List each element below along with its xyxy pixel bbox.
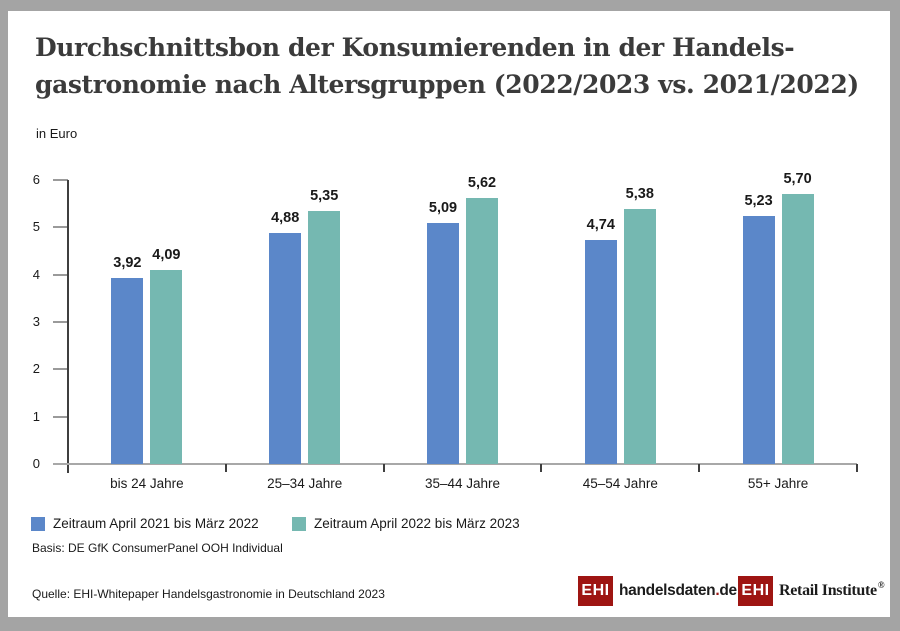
bar-value-label: 4,74 — [586, 216, 615, 233]
bar-value-label: 4,09 — [152, 247, 181, 264]
chart-card: Durchschnittsbon der Konsumierenden in d… — [8, 11, 890, 617]
legend-item-2022-2023: Zeitraum April 2022 bis März 2023 — [292, 516, 520, 531]
y-axis-tick-label: 4 — [32, 266, 40, 282]
legend-label: Zeitraum April 2021 bis März 2022 — [53, 516, 259, 531]
x-axis-tick — [698, 464, 701, 472]
bar-period2 — [466, 197, 498, 464]
x-axis-category-label: 35–44 Jahre — [424, 476, 501, 491]
y-axis-tick — [53, 226, 68, 229]
bar-period1 — [742, 216, 775, 464]
y-axis-tick-label: 3 — [32, 314, 40, 329]
x-axis-category-label: 55+ Jahre — [747, 476, 809, 491]
x-axis-tick — [224, 464, 227, 472]
y-axis-tick — [53, 415, 68, 418]
y-axis-tick-label: 2 — [32, 361, 40, 377]
bar-period2 — [781, 194, 814, 464]
y-axis-tick-label: 6 — [32, 172, 40, 187]
legend-swatch-teal — [292, 516, 306, 531]
title-line-2: gastronomie nach Altersgruppen (2022/202… — [35, 70, 859, 99]
legend-item-2021-2022: Zeitraum April 2021 bis März 2022 — [31, 516, 259, 531]
y-axis-tick-label: 1 — [32, 408, 40, 424]
x-axis-tick — [382, 464, 385, 472]
y-axis-unit-label: in Euro — [36, 126, 78, 141]
ehi-logo-mark: EHI — [738, 576, 773, 606]
handelsdaten-logo-text: handelsdaten.de — [619, 582, 737, 599]
ehi-logo-mark: EHI — [578, 576, 613, 606]
y-axis-line — [67, 180, 69, 473]
y-axis-tick — [53, 321, 68, 323]
red-dot: . — [715, 582, 720, 599]
x-axis-tick — [856, 464, 858, 472]
bar-value-label: 5,09 — [428, 200, 458, 217]
registered-trademark-icon: ® — [877, 580, 885, 590]
bar-value-label: 5,35 — [310, 187, 339, 204]
x-axis-category-label: bis 24 Jahre — [110, 476, 184, 491]
bar-value-label: 4,88 — [271, 210, 300, 226]
y-axis-tick — [53, 273, 68, 276]
basis-note: Basis: DE GfK ConsumerPanel OOH Individu… — [32, 541, 283, 555]
retail-institute-logo-text: Retail Institute® — [779, 580, 885, 599]
logo-retail-institute: EHI Retail Institute® — [738, 576, 885, 606]
bar-chart: 0 1 2 3 4 5 6 3,92 4,09 bis 24 Jahre 4,88 5,35 25–34… — [8, 11, 890, 617]
bar-period1 — [427, 223, 459, 464]
bar-period1 — [584, 239, 617, 464]
bar-value-label: 5,62 — [467, 174, 497, 191]
bar-value-label: 5,70 — [783, 171, 812, 188]
logo-handelsdaten: EHI handelsdaten.de — [578, 576, 737, 606]
legend-swatch-blue — [31, 516, 45, 531]
bar-period2 — [623, 209, 656, 464]
title-line-1: Durchschnittsbon der Konsumierenden in d… — [35, 33, 795, 62]
page-title: Durchschnittsbon der Konsumierenden in d… — [35, 29, 873, 103]
legend-label: Zeitraum April 2022 bis März 2023 — [314, 516, 520, 531]
bar-value-label: 5,23 — [744, 193, 773, 210]
bar-period1 — [111, 278, 144, 464]
bar-period2 — [150, 270, 183, 464]
y-axis-tick — [53, 368, 68, 371]
bar-value-label: 3,92 — [113, 255, 142, 272]
x-axis-line — [53, 463, 857, 465]
y-axis-tick-label: 5 — [32, 219, 40, 235]
x-axis-category-label: 45–54 Jahre — [582, 476, 658, 491]
x-axis-category-label: 25–34 Jahre — [267, 476, 343, 491]
x-axis-tick — [540, 464, 543, 472]
bar-period1 — [269, 233, 302, 464]
y-axis-tick-label: 0 — [32, 456, 40, 471]
bar-period2 — [308, 210, 341, 464]
bar-value-label: 5,38 — [625, 186, 654, 203]
y-axis-tick — [53, 179, 68, 181]
source-note: Quelle: EHI-Whitepaper Handelsgastronomi… — [32, 587, 385, 601]
